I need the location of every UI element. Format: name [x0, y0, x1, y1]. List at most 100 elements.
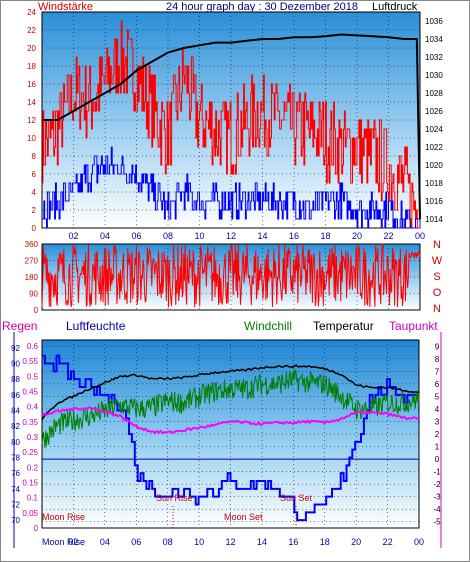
tick-label: 1016 — [425, 197, 443, 206]
tick-label: Moon Rise — [42, 537, 85, 547]
sun-rise-annotation: Sun Rise — [156, 493, 193, 503]
humidity-line — [42, 354, 419, 522]
luftdruck-label: Luftdruck — [372, 1, 418, 13]
tick-label: 5 — [435, 392, 440, 401]
tick-label: 02 — [68, 231, 78, 241]
tick-label: 180 — [25, 273, 39, 282]
tick-label: 76 — [11, 469, 20, 478]
tick-label: 24 — [27, 8, 36, 17]
tick-label: 6 — [435, 380, 440, 389]
temperatur-label: Temperatur — [313, 319, 374, 333]
tick-label: 12 — [27, 116, 36, 125]
tick-label: 1022 — [425, 143, 443, 152]
tick-label: -4 — [433, 505, 441, 514]
pressure-line — [42, 33, 421, 220]
tick-label: 84 — [11, 407, 20, 416]
compass-label: O — [433, 287, 442, 299]
regen-label: Regen — [2, 319, 37, 333]
tick-label: -5 — [433, 518, 441, 527]
tick-label: 70 — [11, 516, 20, 525]
tick-label: 0.2 — [27, 463, 39, 472]
tick-label: 18 — [320, 537, 330, 547]
tick-label: 74 — [11, 485, 20, 494]
tick-label: 360 — [25, 240, 39, 249]
tick-label: 12 — [225, 537, 235, 547]
compass-label: N — [433, 239, 441, 251]
tick-label: -2 — [433, 480, 441, 489]
tick-label: 22 — [27, 26, 36, 35]
wind-direction-line — [41, 243, 421, 308]
tick-label: 8 — [435, 355, 440, 364]
wind-pressure-panel: 0246810121416182022241014101610181020102… — [27, 1, 443, 241]
tick-label: 00 — [414, 537, 424, 547]
tick-label: 0.25 — [22, 448, 38, 457]
temperature-line — [41, 364, 420, 421]
tick-label: 0.3 — [27, 433, 39, 442]
tick-label: 14 — [257, 537, 267, 547]
tick-label: 0.15 — [22, 479, 38, 488]
tick-label: 1030 — [425, 71, 443, 80]
tick-label: 2 — [32, 206, 37, 215]
tick-label: 1018 — [425, 179, 443, 188]
tick-label: 86 — [11, 391, 20, 400]
tick-label: 8 — [32, 152, 37, 161]
tick-label: 0.35 — [22, 418, 38, 427]
tick-label: 10 — [27, 134, 36, 143]
tick-label: 0.45 — [22, 388, 38, 397]
tick-label: 06 — [131, 231, 141, 241]
tick-label: 3 — [435, 417, 440, 426]
tick-label: 80 — [11, 438, 20, 447]
tick-label: 08 — [163, 537, 173, 547]
temp-humidity-panel: 70727476788082848688909200.050.10.150.20… — [2, 319, 442, 548]
tick-label: 1034 — [425, 35, 443, 44]
tick-label: 1014 — [425, 215, 443, 224]
tick-label: 92 — [11, 344, 20, 353]
tick-label: 0 — [34, 306, 39, 315]
tick-label: 04 — [100, 537, 110, 547]
taupunkt-label: Taupunkt — [389, 319, 438, 333]
tick-label: 22 — [383, 537, 393, 547]
moon-set-annotation: Moon Set — [224, 512, 263, 522]
tick-label: 1 — [435, 443, 440, 452]
tick-label: 10 — [194, 537, 204, 547]
wind-speed-line — [42, 146, 421, 229]
tick-label: 18 — [27, 62, 36, 71]
compass-label: S — [433, 271, 440, 283]
windchill-label: Windchill — [244, 319, 292, 333]
tick-label: 0 — [435, 455, 440, 464]
sun-set-annotation: Sun Set — [280, 493, 313, 503]
tick-label: 88 — [11, 375, 20, 384]
tick-label: 12 — [226, 231, 236, 241]
chart-title: 24 hour graph day : 30 Dezember 2018 — [166, 1, 358, 13]
tick-label: 72 — [11, 501, 20, 510]
tick-label: 04 — [100, 231, 110, 241]
tick-label: 1024 — [425, 125, 443, 134]
tick-label: 20 — [27, 44, 36, 53]
tick-label: 1032 — [425, 53, 443, 62]
tick-label: -1 — [433, 468, 441, 477]
tick-label: 14 — [27, 98, 36, 107]
tick-label: 90 — [11, 360, 20, 369]
tick-label: 0.6 — [27, 342, 39, 351]
tick-label: -3 — [433, 493, 441, 502]
tick-label: 6 — [32, 170, 37, 179]
tick-label: 0.55 — [22, 357, 38, 366]
tick-label: 0.05 — [22, 509, 38, 518]
tick-label: 82 — [11, 422, 20, 431]
tick-label: 16 — [289, 231, 299, 241]
tick-label: 4 — [435, 405, 440, 414]
compass-label: N — [433, 303, 441, 315]
tick-label: 0 — [34, 524, 39, 533]
tick-label: 90 — [29, 290, 38, 299]
tick-label: 06 — [131, 537, 141, 547]
tick-label: 10 — [194, 231, 204, 241]
tick-label: 00 — [415, 231, 425, 241]
tick-label: 14 — [257, 231, 267, 241]
luftfeuchte-label: Luftfeuchte — [66, 319, 126, 333]
tick-label: 20 — [352, 231, 362, 241]
tick-label: 16 — [27, 80, 36, 89]
tick-label: 0 — [32, 224, 37, 233]
